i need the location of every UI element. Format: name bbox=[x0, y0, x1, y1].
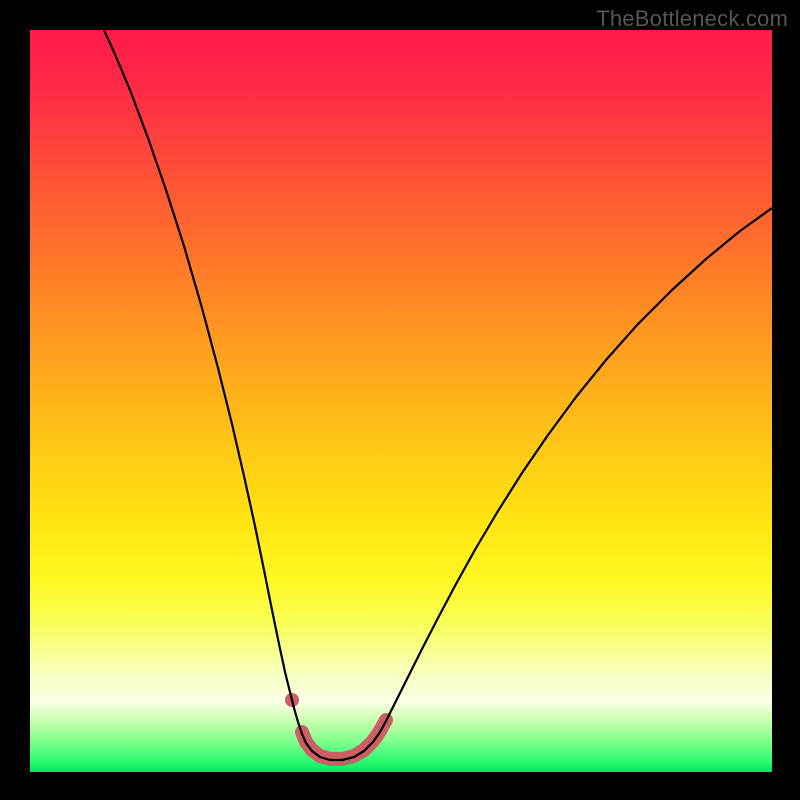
gradient-background bbox=[30, 30, 772, 772]
watermark-text: TheBottleneck.com bbox=[596, 6, 788, 32]
chart-frame: TheBottleneck.com bbox=[0, 0, 800, 800]
plot-svg bbox=[30, 30, 772, 772]
plot-area bbox=[30, 30, 772, 772]
